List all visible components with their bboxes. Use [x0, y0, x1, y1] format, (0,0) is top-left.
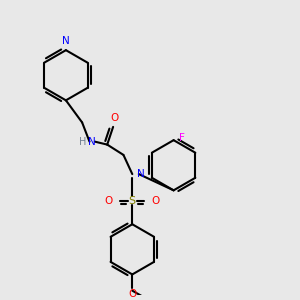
Text: N: N [62, 36, 70, 46]
Text: O: O [128, 289, 136, 298]
Text: H: H [79, 136, 87, 147]
Text: S: S [129, 196, 136, 206]
Text: F: F [179, 133, 185, 143]
Text: N: N [137, 169, 145, 179]
Text: O: O [105, 196, 113, 206]
Text: O: O [110, 113, 119, 123]
Text: N: N [88, 136, 96, 147]
Text: O: O [152, 196, 160, 206]
